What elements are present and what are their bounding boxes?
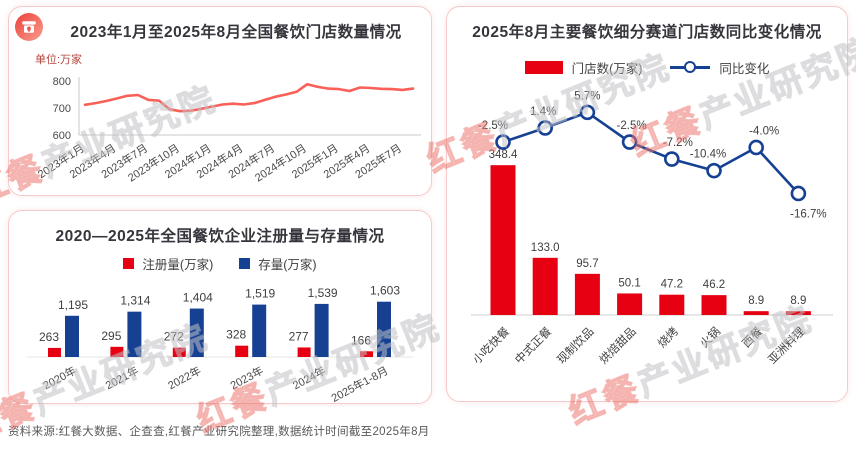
stock-bar bbox=[189, 308, 204, 357]
registration-legend-swatch bbox=[123, 258, 135, 269]
yoy-point bbox=[664, 151, 680, 167]
yoy-value-label: 5.7% bbox=[574, 90, 600, 102]
category-label: 西餐 bbox=[739, 324, 766, 351]
yoy-value-label: -16.7% bbox=[790, 208, 826, 220]
yoy-value-label: -2.5% bbox=[478, 120, 508, 132]
store-count-value-label: 50.1 bbox=[618, 277, 640, 289]
store-count-bar bbox=[617, 293, 643, 315]
yoy-legend-dot bbox=[684, 61, 697, 73]
store-count-legend-label: 门店数(万家) bbox=[571, 62, 643, 76]
store-count-bar bbox=[785, 311, 811, 315]
registration-legend-label: 注册量(万家) bbox=[142, 258, 214, 272]
category-label: 2022年 bbox=[165, 363, 203, 392]
stock-value-label: 1,314 bbox=[120, 294, 150, 308]
yoy-legend-swatch bbox=[670, 61, 711, 73]
segment-yoy-legend: 门店数(万家) 同比变化 bbox=[447, 58, 847, 77]
stock-value-label: 1,195 bbox=[58, 298, 88, 312]
y-tick-label: 600 bbox=[53, 130, 71, 142]
store-trend-line-chart: 8007006002023年1月2023年4月2023年7月2023年10月20… bbox=[35, 76, 421, 184]
store-count-bar bbox=[574, 273, 600, 315]
registration-value-label: 277 bbox=[289, 329, 309, 343]
registration-stock-bar-chart: 263 1,195 2020年 295 1,314 2021年 272 1,404 2022年 3… bbox=[27, 284, 413, 405]
stock-bar bbox=[127, 311, 142, 357]
store-count-legend-swatch bbox=[524, 61, 563, 74]
yoy-value-label: -4.0% bbox=[749, 125, 779, 137]
store-count-line bbox=[83, 82, 415, 113]
store-count-bar bbox=[743, 311, 769, 315]
segment-yoy-title: 2025年8月主要餐饮细分赛道门店数同比变化情况 bbox=[472, 24, 822, 41]
category-label: 2020年 bbox=[41, 363, 79, 392]
storefront-icon bbox=[22, 21, 36, 33]
yoy-point bbox=[790, 185, 807, 202]
segment-yoy-combo-chart: 348.4 小吃快餐 133.0 中式正餐 95.7 现制饮品 50.1 烘焙甜品 47.2 烧烤… bbox=[470, 90, 833, 367]
category-label: 现制饮品 bbox=[555, 325, 597, 367]
registration-bar bbox=[48, 347, 61, 357]
registration-bar bbox=[110, 346, 124, 357]
yoy-value-label: -7.2% bbox=[663, 137, 693, 149]
store-count-bar bbox=[532, 257, 558, 315]
category-label: 火锅 bbox=[697, 324, 723, 350]
category-label: 亚洲料理 bbox=[765, 324, 808, 367]
registration-value-label: 166 bbox=[351, 333, 371, 347]
unit-label: 单位:万家 bbox=[35, 54, 83, 66]
stock-legend-label: 存量(万家) bbox=[258, 258, 317, 272]
store-trend-card: 2023年1月至2025年8月全国餐饮门店数量情况 单位:万家 800 700 60… bbox=[8, 6, 432, 196]
registration-bar bbox=[235, 345, 249, 357]
category-label: 2021年 bbox=[103, 363, 141, 392]
y-tick-label: 800 bbox=[53, 76, 71, 88]
stock-bar bbox=[314, 303, 329, 357]
store-count-bar bbox=[659, 294, 685, 315]
stock-value-label: 1,404 bbox=[183, 291, 213, 305]
category-label: 中式正餐 bbox=[512, 324, 555, 367]
segment-yoy-card: 2025年8月主要餐饮细分赛道门店数同比变化情况 门店数(万家) 同比变化 34… bbox=[446, 6, 848, 402]
registration-value-label: 295 bbox=[101, 329, 121, 343]
registration-stock-card: 2020—2025年全国餐饮企业注册量与存量情况 注册量(万家) 存量(万家) … bbox=[8, 210, 432, 405]
store-count-bar bbox=[490, 165, 516, 315]
stock-value-label: 1,539 bbox=[308, 286, 338, 300]
registration-value-label: 263 bbox=[39, 330, 59, 344]
registration-value-label: 272 bbox=[164, 330, 184, 344]
stock-value-label: 1,519 bbox=[245, 287, 275, 301]
category-label: 烧烤 bbox=[655, 324, 682, 351]
yoy-point bbox=[706, 162, 722, 179]
stock-bar bbox=[65, 315, 79, 357]
store-count-value-label: 95.7 bbox=[576, 258, 598, 270]
store-count-bar bbox=[701, 295, 727, 315]
category-label: 小吃快餐 bbox=[470, 324, 513, 367]
registration-bar bbox=[360, 351, 373, 357]
category-label: 2024年 bbox=[290, 363, 328, 392]
yoy-point bbox=[748, 139, 765, 156]
yoy-point bbox=[495, 134, 511, 150]
yoy-value-label: -2.5% bbox=[617, 120, 647, 132]
category-label: 2025年1-8月 bbox=[329, 363, 391, 405]
registration-stock-title: 2020—2025年全国餐饮企业注册量与存量情况 bbox=[55, 228, 385, 245]
store-trend-title: 2023年1月至2025年8月全国餐饮门店数量情况 bbox=[70, 24, 402, 41]
yoy-point bbox=[621, 134, 638, 150]
registration-value-label: 328 bbox=[226, 328, 246, 342]
stock-bar bbox=[252, 304, 267, 357]
store-count-value-label: 46.2 bbox=[703, 279, 725, 291]
stock-legend-swatch bbox=[239, 258, 251, 269]
yoy-legend-label: 同比变化 bbox=[719, 62, 770, 76]
store-count-value-label: 8.9 bbox=[790, 295, 806, 307]
yoy-value-label: -10.4% bbox=[690, 149, 726, 161]
stock-value-label: 1,603 bbox=[370, 284, 400, 298]
store-count-value-label: 8.9 bbox=[748, 295, 764, 307]
yoy-point bbox=[579, 104, 596, 121]
category-label: 烘焙甜品 bbox=[596, 324, 638, 366]
hongcan-logo bbox=[15, 13, 43, 41]
registration-bar bbox=[297, 347, 311, 357]
store-count-value-label: 47.2 bbox=[661, 279, 683, 291]
registration-stock-legend: 注册量(万家) 存量(万家) bbox=[9, 254, 431, 273]
yoy-point bbox=[537, 120, 553, 136]
store-count-value-label: 133.0 bbox=[531, 242, 560, 254]
y-tick-label: 700 bbox=[53, 103, 71, 115]
source-note: 资料来源:红餐大数据、企查查,红餐产业研究院整理,数据统计时间截至2025年8月 bbox=[8, 426, 430, 438]
stock-bar bbox=[377, 301, 391, 357]
yoy-value-label: 1.4% bbox=[530, 106, 556, 118]
store-count-value-label: 348.4 bbox=[489, 149, 518, 161]
category-label: 2023年 bbox=[228, 363, 266, 392]
registration-bar bbox=[172, 347, 186, 357]
